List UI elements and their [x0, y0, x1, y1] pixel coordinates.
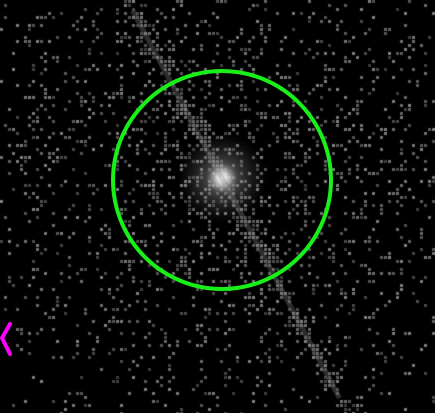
- source-region-circle[interactable]: [111, 69, 333, 291]
- edge-marker-chevron-icon: [0, 322, 12, 356]
